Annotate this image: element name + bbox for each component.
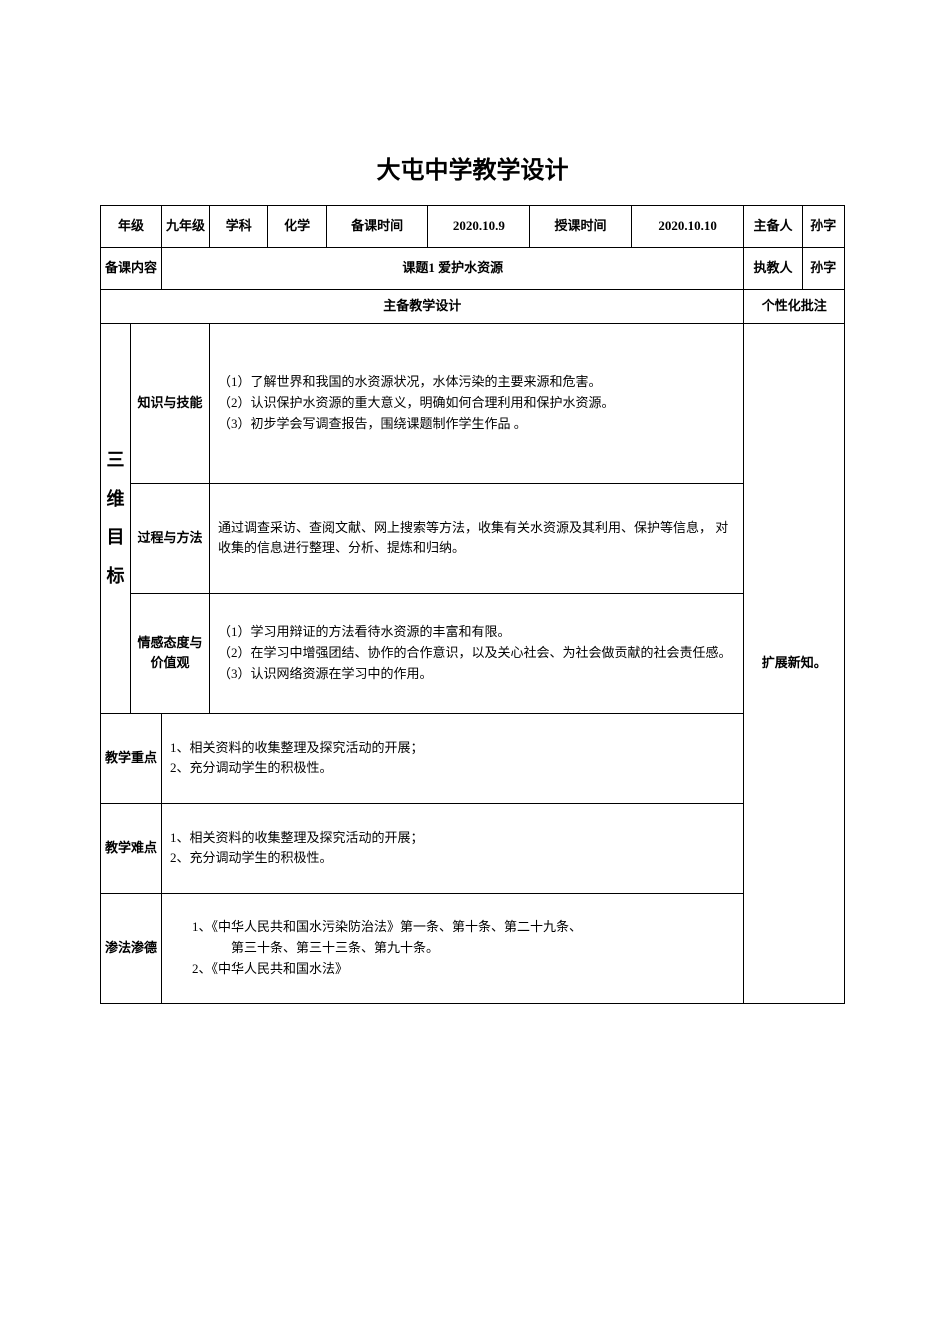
design-header: 主备教学设计 [101, 290, 744, 324]
main-prep-label: 主备人 [744, 206, 802, 248]
notes-header: 个性化批注 [744, 290, 845, 324]
keypoint-label: 教学重点 [101, 713, 162, 803]
prep-date-label: 备课时间 [326, 206, 428, 248]
emotion-content: （1）学习用辩证的方法看待水资源的丰富和有限。（2）在学习中增强团结、协作的合作… [210, 593, 744, 713]
subject-label: 学科 [210, 206, 268, 248]
teacher-label: 执教人 [744, 248, 802, 290]
emotion-row: 情感态度与价值观 （1）学习用辩证的方法看待水资源的丰富和有限。（2）在学习中增… [101, 593, 845, 713]
main-prep-value: 孙字 [802, 206, 844, 248]
content-value: 课题1 爱护水资源 [162, 248, 744, 290]
law-content: 1、《中华人民共和国水污染防治法》第一条、第十条、第二十九条、 第三十条、第三十… [162, 893, 744, 1003]
teacher-value: 孙字 [802, 248, 844, 290]
knowledge-label: 知识与技能 [131, 323, 210, 483]
teach-date-value: 2020.10.10 [631, 206, 744, 248]
law-label: 渗法渗德 [101, 893, 162, 1003]
process-row: 过程与方法 通过调查采访、查阅文献、网上搜索等方法，收集有关水资源及其利用、保护… [101, 483, 845, 593]
grade-value: 九年级 [162, 206, 210, 248]
grade-label: 年级 [101, 206, 162, 248]
process-label: 过程与方法 [131, 483, 210, 593]
difficulty-row: 教学难点 1、相关资料的收集整理及探究活动的开展；2、充分调动学生的积极性。 [101, 803, 845, 893]
emotion-label: 情感态度与价值观 [131, 593, 210, 713]
document-title: 大屯中学教学设计 [100, 150, 845, 185]
keypoint-content: 1、相关资料的收集整理及探究活动的开展；2、充分调动学生的积极性。 [162, 713, 744, 803]
knowledge-content: （1）了解世界和我国的水资源状况，水体污染的主要来源和危害。（2）认识保护水资源… [210, 323, 744, 483]
goals-main-label: 三 维 目 标 [101, 323, 131, 713]
prep-date-value: 2020.10.9 [428, 206, 530, 248]
lesson-plan-table: 年级 九年级 学科 化学 备课时间 2020.10.9 授课时间 2020.10… [100, 205, 845, 1004]
notes-content: 扩展新知。 [744, 323, 845, 1003]
process-content: 通过调查采访、查阅文献、网上搜索等方法，收集有关水资源及其利用、保护等信息， 对… [210, 483, 744, 593]
difficulty-label: 教学难点 [101, 803, 162, 893]
subject-value: 化学 [268, 206, 326, 248]
header-row-2: 备课内容 课题1 爱护水资源 执教人 孙字 [101, 248, 845, 290]
section-header-row: 主备教学设计 个性化批注 [101, 290, 845, 324]
header-row-1: 年级 九年级 学科 化学 备课时间 2020.10.9 授课时间 2020.10… [101, 206, 845, 248]
law-row: 渗法渗德 1、《中华人民共和国水污染防治法》第一条、第十条、第二十九条、 第三十… [101, 893, 845, 1003]
knowledge-row: 三 维 目 标 知识与技能 （1）了解世界和我国的水资源状况，水体污染的主要来源… [101, 323, 845, 483]
keypoint-row: 教学重点 1、相关资料的收集整理及探究活动的开展；2、充分调动学生的积极性。 [101, 713, 845, 803]
difficulty-content: 1、相关资料的收集整理及探究活动的开展；2、充分调动学生的积极性。 [162, 803, 744, 893]
teach-date-label: 授课时间 [530, 206, 632, 248]
content-label: 备课内容 [101, 248, 162, 290]
